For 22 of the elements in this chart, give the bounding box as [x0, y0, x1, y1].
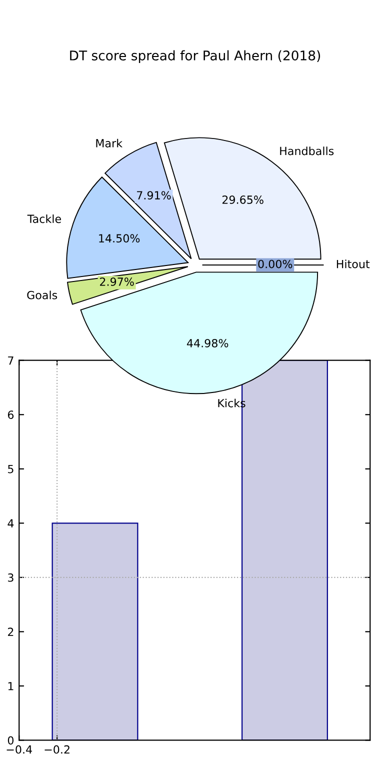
slice-label: Goals [27, 290, 58, 300]
data-label: 44.98% [186, 338, 228, 348]
slice-label: Tackle [27, 214, 61, 224]
y-tick-label: 5 [8, 465, 14, 474]
y-tick-label: 7 [8, 356, 14, 365]
data-label: 7.91% [137, 191, 171, 200]
text: 0.00% [258, 260, 292, 268]
y-tick-label: 3 [8, 573, 14, 582]
y-tick-label: 0 [8, 736, 14, 745]
y-tick-label: 4 [8, 519, 14, 528]
x-tick-label: −0.4 [6, 745, 32, 754]
data-label: 2.97% [100, 277, 134, 286]
y-tick-label: 2 [8, 628, 14, 636]
category-label: Hitout [336, 260, 370, 268]
data-label: 29.65% [222, 196, 264, 204]
y-tick-label: 1 [8, 682, 14, 690]
chart-title: DT score spread for Paul Ahern (2018) [70, 50, 320, 64]
slice-label: Handballs [280, 146, 334, 156]
x-tick-label: −0.2 [44, 745, 70, 754]
slice-label: Mark [96, 138, 122, 148]
data-label: 14.50% [99, 234, 140, 243]
y-tick-label: 6 [8, 410, 14, 420]
